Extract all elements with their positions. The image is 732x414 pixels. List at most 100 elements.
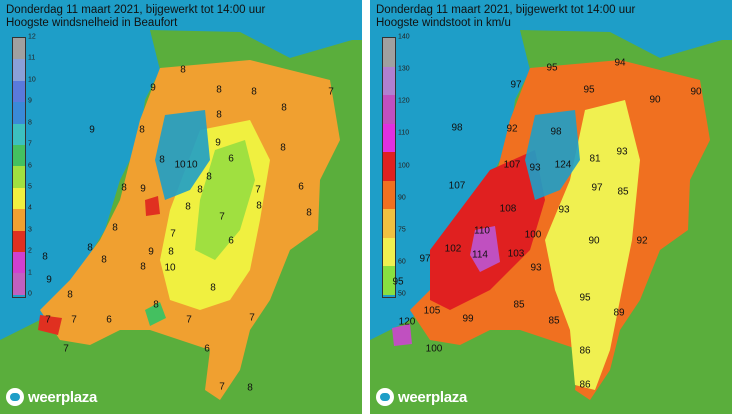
- legend-tick-label: 3: [28, 226, 32, 234]
- map-value-label: 94: [614, 57, 626, 69]
- legend-swatch: [13, 273, 25, 295]
- legend-tick-label: 120: [398, 97, 410, 105]
- map-value-label: 7: [170, 228, 176, 240]
- map-value-label: 92: [506, 123, 518, 135]
- legend-tick-label: 11: [28, 54, 36, 62]
- map-value-label: 98: [451, 122, 463, 134]
- color-legend: [12, 37, 26, 298]
- map-value-label: 93: [529, 162, 541, 174]
- weerplaza-logo: weerplaza: [6, 388, 97, 406]
- logo-text: weerplaza: [28, 388, 98, 406]
- legend-ticks: 12 11 10 9 8 7 6 5 4 3 2 1 0: [28, 33, 52, 298]
- map-value-label: 9: [46, 274, 52, 286]
- legend-tick-label: 140: [398, 33, 410, 41]
- map-value-label: 6: [298, 181, 304, 193]
- map-value-label: 81: [589, 153, 601, 165]
- map-value-label: 8: [180, 64, 186, 76]
- map-value-label: 8: [42, 251, 48, 263]
- zone-green: [195, 140, 255, 260]
- map-value-label: 107: [503, 159, 521, 171]
- zone-red-south: [38, 315, 62, 335]
- zone-purple-south: [392, 324, 412, 346]
- map-value-label: 89: [613, 307, 625, 319]
- legend-swatch: [13, 209, 25, 231]
- color-legend: [382, 37, 396, 298]
- map-value-label: 90: [649, 94, 661, 106]
- legend-tick-label: 50: [398, 290, 406, 298]
- map-value-label: 8: [185, 201, 191, 213]
- weerplaza-logo: weerplaza: [376, 388, 467, 406]
- map-value-label: 9: [140, 183, 146, 195]
- legend-swatch: [13, 166, 25, 188]
- map-value-label: 99: [462, 313, 474, 325]
- legend-tick-label: 0: [28, 290, 32, 298]
- map-value-label: 8: [281, 102, 287, 114]
- map-value-label: 92: [636, 235, 648, 247]
- map-value-label: 8: [101, 254, 107, 266]
- legend-swatch: [13, 123, 25, 146]
- map-value-label: 102: [444, 243, 462, 255]
- legend-tick-label: 60: [398, 258, 406, 266]
- map-value-label: 124: [554, 159, 572, 171]
- legend-swatch: [13, 38, 25, 60]
- map-value-label: 8: [67, 289, 73, 301]
- map-value-label: 95: [392, 276, 404, 288]
- legend-ticks: 140 130 120 110 100 90 75 60 50: [398, 33, 422, 298]
- map-value-label: 8: [121, 182, 127, 194]
- map-value-label: 97: [419, 253, 431, 265]
- map-value-label: 95: [546, 62, 558, 74]
- legend-tick-label: 4: [28, 204, 32, 212]
- legend-tick-label: 10: [28, 76, 36, 84]
- zone-purple: [470, 226, 500, 272]
- legend-tick-label: 90: [398, 194, 406, 202]
- map-value-label: 108: [499, 203, 517, 215]
- title-line-1: Donderdag 11 maart 2021, bijgewerkt tot …: [6, 4, 266, 16]
- legend-swatch: [13, 230, 25, 253]
- map-value-label: 6: [228, 153, 234, 165]
- map-value-label: 10: [174, 159, 186, 171]
- title-line-1: Donderdag 11 maart 2021, bijgewerkt tot …: [376, 4, 636, 16]
- weerplaza-logo-icon: [6, 388, 24, 406]
- map-value-label: 100: [425, 343, 443, 355]
- legend-swatch: [383, 38, 395, 67]
- zone-yellow: [545, 100, 640, 390]
- legend-tick-label: 6: [28, 162, 32, 169]
- map-value-label: 7: [328, 86, 334, 98]
- map-value-label: 97: [591, 182, 603, 194]
- map-value-label: 8: [216, 109, 222, 121]
- zone-red-north: [145, 196, 160, 216]
- legend-tick-label: 9: [28, 97, 32, 105]
- map-value-label: 8: [112, 222, 118, 234]
- map-value-label: 8: [206, 171, 212, 183]
- weerplaza-logo-icon: [376, 388, 394, 406]
- map-value-label: 8: [216, 84, 222, 96]
- map-value-label: 8: [168, 246, 174, 258]
- legend-swatch: [383, 266, 395, 295]
- title-line-2: Hoogste windstoot in km/u: [376, 17, 511, 29]
- map-value-label: 9: [215, 137, 221, 149]
- legend-tick-label: 7: [28, 140, 32, 148]
- map-value-label: 90: [690, 86, 702, 98]
- legend-tick-label: 110: [398, 129, 410, 137]
- map-value-label: 8: [306, 207, 312, 219]
- map-value-label: 95: [579, 292, 591, 304]
- map-value-label: 7: [249, 312, 255, 324]
- map-value-label: 6: [228, 235, 234, 247]
- legend-swatch: [383, 152, 395, 181]
- map-title: Donderdag 11 maart 2021, bijgewerkt tot …: [6, 4, 265, 30]
- legend-swatch: [13, 102, 25, 124]
- map-value-label: 114: [472, 249, 488, 261]
- legend-swatch: [383, 95, 395, 124]
- legend-tick-label: 1: [28, 269, 32, 277]
- legend-tick-label: 12: [28, 33, 36, 41]
- map-value-label: 93: [616, 146, 628, 158]
- map-value-label: 8: [210, 282, 216, 294]
- legend-tick-label: 75: [398, 226, 406, 234]
- legend-swatch: [13, 59, 25, 81]
- map-value-label: 9: [150, 82, 156, 94]
- legend-swatch: [383, 66, 395, 96]
- legend-swatch: [383, 180, 395, 210]
- map-value-label: 7: [63, 343, 69, 355]
- beaufort-map-panel: Donderdag 11 maart 2021, bijgewerkt tot …: [0, 0, 362, 414]
